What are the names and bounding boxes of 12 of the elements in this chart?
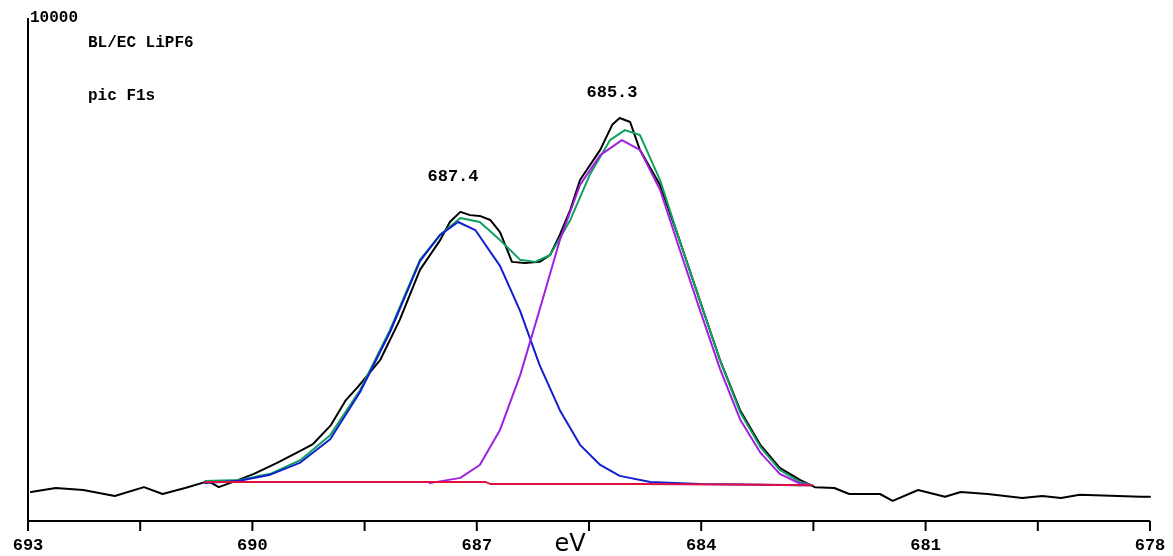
annotation: 687.4	[427, 167, 479, 186]
x-axis-title: eV	[554, 529, 587, 556]
x-tick-label: 693	[12, 536, 44, 555]
text: 10000	[30, 9, 79, 27]
x-tick-label: 678	[1134, 536, 1166, 555]
x-tick-label: 690	[237, 536, 268, 555]
x-tick-label: 684	[685, 536, 717, 555]
chart-title: BL/EC LiPF6	[88, 34, 194, 52]
chart-subtitle: pic F1s	[88, 87, 156, 105]
text: 685.3	[586, 83, 638, 102]
x-tick-label: 687	[461, 536, 493, 555]
x-tick-label: 681	[910, 536, 941, 555]
